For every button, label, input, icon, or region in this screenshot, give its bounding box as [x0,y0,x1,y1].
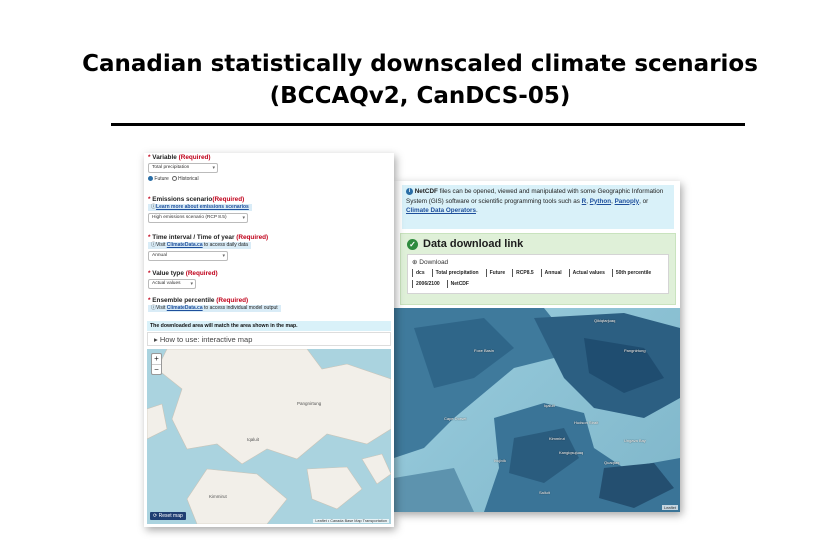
map-place-label: Foxe Basin [474,348,495,353]
map-place-label: Kimmirut [549,436,565,441]
map-attribution: Leaflet [661,505,678,510]
map-area-notice: The downloaded area will match the area … [147,321,391,331]
info-icon: i [406,187,413,195]
climatedata-link[interactable]: ClimateData.ca [166,305,203,311]
variable-label: Variable [152,154,177,161]
required-marker: (Required) [178,154,211,161]
emissions-help-link[interactable]: Learn more about emissions scenarios [156,204,249,210]
zoom-control: + − [151,353,162,375]
time-interval-field: * Time interval / Time of year (Required… [148,234,268,261]
percentile-help: ⓘVisit ClimateData.ca to access individu… [148,305,281,312]
map-place-label: Pangnirtung [624,348,646,353]
map-place-label: Iqaluit [247,437,260,442]
download-chip: 50th percentile [611,269,655,277]
info-icon: ⓘ [151,305,157,311]
value-type-select[interactable]: Actual values [148,279,196,289]
download-result-screenshot: i NetCDF files can be opened, viewed and… [394,181,680,512]
emissions-field: * Emissions scenario(Required) ⓘLearn mo… [148,196,252,223]
emissions-label: Emissions scenario [152,196,213,203]
reset-map-label: Reset map [158,513,183,519]
slide-title: Canadian statistically downscaled climat… [0,48,840,112]
download-chip: dcs [412,269,428,277]
period-radio-group: Future Historical [148,176,218,182]
howto-toggle[interactable]: ▸ How to use: interactive map [147,332,391,346]
check-circle-icon: ✓ [407,238,418,250]
emissions-help: ⓘLearn more about emissions scenarios [148,204,252,211]
help-suffix: to access daily data [204,242,248,248]
percentile-field: * Ensemble percentile (Required) ⓘVisit … [148,297,281,312]
map-place-label: Kangiqsujuaq [559,450,584,455]
download-form-screenshot: * Variable (Required) Total precipitatio… [144,153,394,527]
variable-select[interactable]: Total precipitation [148,163,218,173]
map-place-label: Ivujivik [494,458,507,463]
download-chip: Future [485,269,509,277]
data-download-panel: ✓ Data download link ⊕ Download dcs Tota… [400,233,676,305]
download-link-box[interactable]: ⊕ Download dcs Total precipitation Futur… [407,254,669,294]
required-marker: (Required) [212,196,245,203]
time-interval-label: Time interval / Time of year [152,234,235,241]
download-chip: NetCDF [446,280,472,288]
value-type-label: Value type [152,270,184,277]
emissions-select[interactable]: High emissions scenario (RCP 8.5) [148,213,248,223]
map-place-label: Pangnirtung [297,401,322,406]
python-link[interactable]: Python [589,197,612,205]
netcdf-text: files can be opened, viewed and manipula… [406,188,664,205]
download-chip: RCP8.5 [512,269,537,277]
historical-radio[interactable] [171,176,177,182]
map-attribution: Leaflet • Canada Base Map Transportation [313,519,389,523]
future-radio[interactable] [148,176,153,182]
map-place-label: Qikiqtarjuaq [594,318,616,323]
download-chip: Annual [540,269,565,277]
time-interval-select[interactable]: Annual [148,251,228,261]
variable-field: * Variable (Required) Total precipitatio… [148,154,218,182]
zoom-out-button[interactable]: − [152,364,161,374]
netcdf-term: NetCDF [414,188,438,195]
map-place-label: Salluit [539,490,550,495]
map-place-label: Cape Dorset [444,416,467,421]
map-place-label: Hudson Strait [574,420,599,425]
info-icon: ⓘ [151,242,157,248]
reset-map-button[interactable]: ⟳ Reset map [150,512,186,520]
historical-radio-label: Historical [178,176,199,182]
download-chip: 2006/2100 [412,280,443,288]
zoom-in-button[interactable]: + [154,354,159,363]
r-link[interactable]: R [581,197,587,205]
required-marker: (Required) [216,297,249,304]
download-chips: dcs Total precipitation Future RCP8.5 An… [412,269,664,288]
required-marker: (Required) [236,234,269,241]
interactive-map-layer [147,349,391,524]
percentile-label: Ensemble percentile [152,297,215,304]
precipitation-map[interactable]: Qikiqtarjuaq Pangnirtung Foxe Basin Cape… [394,308,680,512]
howto-label: How to use: interactive map [159,335,253,344]
cdo-link[interactable]: Climate Data Operators [406,207,476,214]
help-prefix: Visit [156,305,166,311]
refresh-icon: ⟳ [153,513,158,519]
download-form: * Variable (Required) Total precipitatio… [144,153,394,321]
help-prefix: Visit [156,242,166,248]
title-divider [111,123,745,126]
download-label: Download [419,259,449,266]
info-icon: ⓘ [151,204,157,210]
map-place-label: Ungava Bay [624,438,646,443]
netcdf-info-box: i NetCDF files can be opened, viewed and… [402,185,674,229]
required-marker: (Required) [185,270,218,277]
interactive-map[interactable]: Pangnirtung Iqaluit Kimmirut + − ⟳ Reset… [147,349,391,524]
slide-title-line1: Canadian statistically downscaled climat… [82,51,758,77]
map-place-label: Iqaluit [544,403,555,408]
download-chip: Actual values [568,269,608,277]
download-title: Data download link [423,238,524,250]
or-text: or [642,197,649,205]
climatedata-link[interactable]: ClimateData.ca [166,242,203,248]
precipitation-map-layer [394,308,680,512]
download-chip: Total precipitation [431,269,482,277]
value-type-field: * Value type (Required) Actual values [148,270,218,289]
future-radio-label: Future [154,176,169,182]
time-interval-help: ⓘVisit ClimateData.ca to access daily da… [148,242,251,249]
download-icon: ⊕ [412,259,418,266]
help-suffix: to access individual model output [204,305,278,311]
panoply-link[interactable]: Panoply [614,197,640,205]
slide-title-line2: (BCCAQv2, CanDCS-05) [269,83,571,109]
map-place-label: Quaqtaq [604,460,620,465]
map-place-label: Kimmirut [209,494,227,499]
